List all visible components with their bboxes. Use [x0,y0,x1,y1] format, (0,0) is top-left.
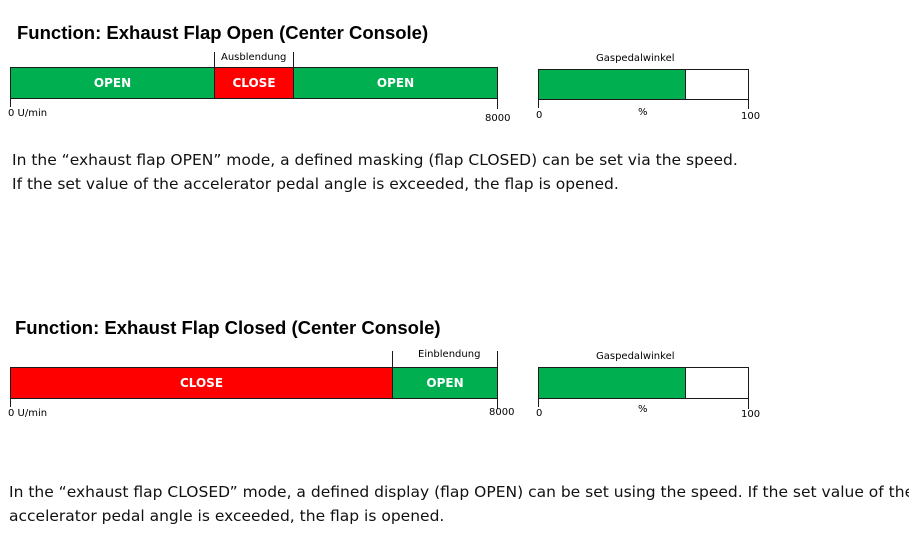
accelerator-gauge [538,367,749,399]
gauge-max-label: 100 [741,409,761,420]
gauge-min-label: 0 [536,110,543,121]
zone-label: Einblendung [418,349,481,360]
description-line: accelerator pedal angle is exceeded, the… [9,507,445,525]
gauge-min-label: 0 [536,408,543,419]
gauge-fill [539,70,687,99]
zone-marker-left [392,351,393,367]
speed-min-label: 0 U/min [8,108,48,119]
diagram1-title: Function: Exhaust Flap Open (Center Cons… [17,22,429,43]
gauge-tick-end [748,100,749,109]
zone-marker-right [293,52,294,67]
axis-tick-end [497,99,498,109]
gauge-label: Gaspedalwinkel [596,53,675,64]
speed-min-label: 0 U/min [8,408,48,419]
gauge-label: Gaspedalwinkel [596,351,675,362]
segment-open: OPEN [392,367,498,399]
segment-open: OPEN [10,67,215,99]
gauge-unit-label: % [638,404,648,415]
axis-tick-start [10,99,11,107]
gauge-tick-end [748,399,749,409]
description-line: In the “exhaust flap CLOSED” mode, a def… [9,483,909,501]
gauge-tick-start [538,399,539,407]
accelerator-gauge [538,69,749,100]
description-line: In the “exhaust flap OPEN” mode, a defin… [12,151,738,169]
zone-marker-right [497,351,498,367]
axis-tick-end [497,399,498,409]
zone-label: Ausblendung [221,52,287,63]
zone-marker-left [214,52,215,67]
axis-tick-start [10,399,11,407]
gauge-max-label: 100 [741,111,761,122]
segment-close: CLOSE [10,367,393,399]
diagram2-title: Function: Exhaust Flap Closed (Center Co… [15,317,441,338]
description-line: If the set value of the accelerator peda… [12,175,619,193]
speed-max-label: 8000 [485,113,511,124]
gauge-tick-start [538,100,539,108]
segment-close: CLOSE [214,67,294,99]
gauge-fill [539,368,687,398]
speed-max-label: 8000 [489,407,515,418]
gauge-unit-label: % [638,107,648,118]
segment-open: OPEN [293,67,498,99]
